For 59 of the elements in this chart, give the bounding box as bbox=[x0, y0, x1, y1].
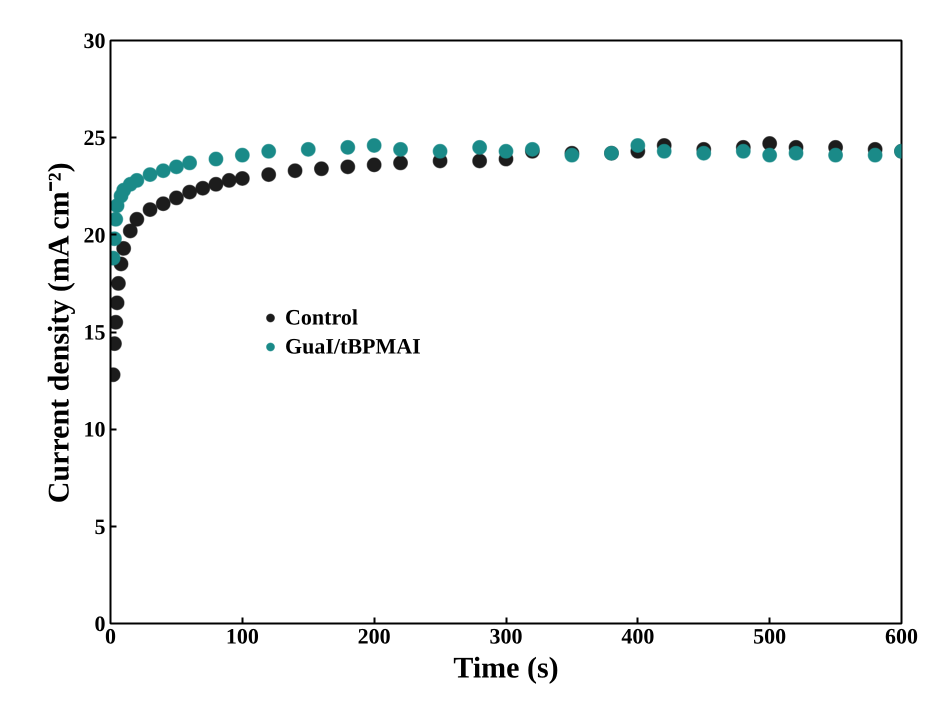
point bbox=[472, 140, 488, 155]
point bbox=[168, 159, 184, 174]
point bbox=[116, 240, 132, 256]
point bbox=[288, 163, 303, 178]
point bbox=[366, 138, 382, 153]
point bbox=[261, 144, 276, 159]
x-tick-label: 400 bbox=[621, 624, 654, 648]
point bbox=[868, 148, 883, 163]
point bbox=[828, 148, 844, 163]
point bbox=[300, 142, 316, 157]
point bbox=[656, 144, 672, 159]
point bbox=[340, 159, 356, 174]
point bbox=[168, 190, 184, 206]
y-tick-label: 10 bbox=[84, 416, 106, 442]
point bbox=[142, 202, 158, 218]
x-tick-label: 100 bbox=[226, 624, 259, 648]
point bbox=[314, 161, 329, 176]
point bbox=[432, 144, 448, 159]
point bbox=[156, 196, 171, 212]
x-tick-label: 300 bbox=[490, 624, 522, 648]
point bbox=[129, 172, 144, 188]
x-tick-label: 200 bbox=[358, 624, 391, 648]
point bbox=[393, 155, 408, 170]
point bbox=[222, 172, 237, 188]
point bbox=[182, 155, 198, 170]
point bbox=[234, 170, 250, 186]
point bbox=[340, 140, 356, 155]
x-tick-label: 600 bbox=[885, 624, 918, 648]
x-axis-title: Time (s) bbox=[453, 652, 559, 684]
x-tick-label: 500 bbox=[753, 624, 786, 648]
point bbox=[366, 157, 382, 172]
point bbox=[110, 276, 126, 291]
point bbox=[630, 138, 646, 153]
point bbox=[696, 146, 712, 161]
point bbox=[498, 144, 514, 159]
point bbox=[261, 167, 276, 182]
y-tick-label: 20 bbox=[84, 222, 106, 248]
point bbox=[736, 144, 751, 159]
point bbox=[156, 163, 171, 178]
point bbox=[122, 223, 138, 238]
point bbox=[129, 212, 144, 227]
legend-label: Control bbox=[285, 304, 358, 330]
y-tick-label: 25 bbox=[84, 125, 106, 150]
point bbox=[208, 152, 224, 167]
y-tick-label: 15 bbox=[84, 320, 106, 344]
point bbox=[142, 167, 158, 182]
point bbox=[393, 142, 408, 157]
point bbox=[208, 176, 224, 192]
y-tick-label: 30 bbox=[84, 28, 106, 53]
point bbox=[110, 295, 125, 310]
y-tick-label: 5 bbox=[94, 514, 106, 539]
point bbox=[788, 146, 804, 161]
point bbox=[472, 154, 488, 168]
point bbox=[195, 180, 210, 196]
point bbox=[762, 148, 778, 163]
y-axis-title: Current density (mA cm⁻²) bbox=[42, 162, 76, 504]
point bbox=[182, 184, 198, 200]
point bbox=[234, 148, 250, 163]
legend-label: GuaI/tBPMAI bbox=[285, 333, 421, 359]
